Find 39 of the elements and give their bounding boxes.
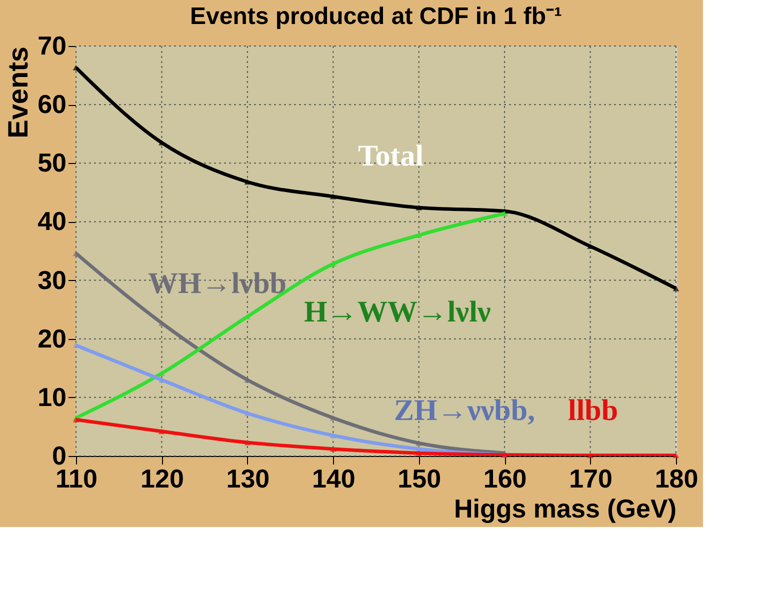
- x-tick-label: 170: [569, 464, 612, 494]
- y-tick-label: 70: [38, 30, 66, 60]
- point: [330, 415, 336, 421]
- chart-title: Events produced at CDF in 1 fb⁻¹: [190, 3, 562, 30]
- point: [330, 432, 336, 438]
- series-label: WH→lνbb: [148, 266, 286, 300]
- series-label: ZH→ννbb,: [394, 394, 536, 427]
- y-tick-label: 30: [38, 264, 66, 295]
- point: [158, 377, 165, 383]
- point: [501, 210, 508, 216]
- y-tick-label: 10: [38, 382, 66, 412]
- point: [416, 440, 422, 446]
- y-axis-title: Events: [2, 46, 34, 138]
- x-tick-label: 140: [312, 464, 356, 494]
- point: [330, 194, 336, 200]
- point: [416, 232, 422, 238]
- point: [330, 446, 336, 452]
- x-tick-label: 180: [654, 464, 698, 494]
- point: [244, 410, 251, 416]
- point: [416, 450, 422, 456]
- series-label: H→WW→lνlν: [304, 296, 492, 328]
- y-tick-label: 20: [38, 323, 66, 354]
- point: [672, 286, 680, 292]
- x-tick-label: 130: [226, 464, 270, 494]
- y-tick-label: 40: [38, 206, 66, 236]
- point: [416, 204, 422, 210]
- point: [244, 179, 251, 185]
- point: [587, 452, 594, 458]
- x-tick-label: 120: [140, 464, 184, 494]
- point: [244, 440, 251, 446]
- x-axis-title: Higgs mass (GeV): [454, 494, 676, 524]
- point: [672, 452, 680, 458]
- y-tick-label: 50: [38, 148, 66, 178]
- point: [158, 428, 165, 434]
- y-tick-label: 60: [38, 89, 66, 120]
- series-label: llbb: [568, 394, 618, 427]
- series-label: Total: [358, 140, 424, 173]
- x-tick-label: 160: [483, 464, 527, 494]
- x-tick-label: 150: [398, 464, 442, 494]
